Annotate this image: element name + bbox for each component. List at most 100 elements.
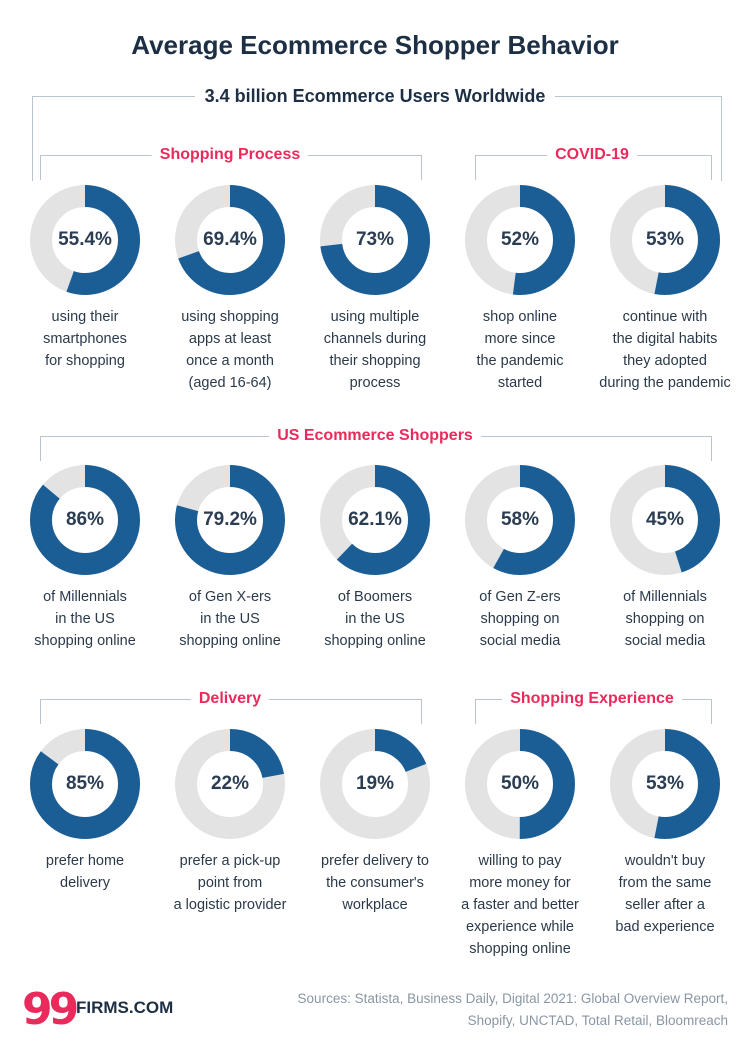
donut-svg	[465, 465, 575, 575]
description-line: shopping online	[469, 941, 571, 957]
donut-chart: 85%	[30, 729, 140, 839]
donut-chart: 62.1%	[320, 465, 430, 575]
page-title: Average Ecommerce Shopper Behavior	[131, 30, 619, 60]
description-line: a logistic provider	[173, 897, 287, 913]
sources-line-1: Sources: Statista, Business Daily, Digit…	[297, 991, 728, 1006]
donut-description: of Gen X-ers in the US shopping online	[155, 586, 305, 652]
donut-value-label: 73%	[355, 229, 395, 250]
donut-description: using multiple channels during their shopp…	[300, 306, 450, 394]
description-line: the digital habits	[612, 331, 718, 347]
description-line: wouldn't buy	[624, 853, 706, 869]
section-experience: Shopping Experience	[502, 690, 682, 708]
description-line: for shopping	[45, 353, 125, 369]
description-line: their shopping	[329, 353, 421, 369]
sources: Sources: Statista, Business Daily, Digit…	[208, 988, 728, 1032]
logo-text: FIRMS.COM	[76, 998, 174, 1017]
donut-description: prefer delivery to the consumer's workplac…	[300, 850, 450, 916]
donut-value-arc	[30, 465, 140, 575]
donut-svg	[610, 729, 720, 839]
donut-value-arc	[610, 729, 720, 839]
donut-svg	[175, 729, 285, 839]
donut-value-label: 85%	[65, 773, 105, 794]
donut-chart: 53%	[610, 185, 720, 295]
description-line: of Millennials	[43, 589, 127, 605]
description-line: point from	[197, 875, 263, 891]
donut-value-arc	[465, 729, 575, 839]
description-line: from the same	[618, 875, 712, 891]
description-line: willing to pay	[478, 853, 562, 869]
donut-description: shop online more since the pandemic started	[445, 306, 595, 394]
donut-svg	[320, 465, 430, 575]
description-line: using their	[51, 309, 119, 325]
subtitle-text: 3.4 billion Ecommerce Users Worldwide	[194, 86, 556, 106]
donut-chart: 22%	[175, 729, 285, 839]
donut-chart: 52%	[465, 185, 575, 295]
section-covid: COVID-19	[547, 146, 637, 164]
description-line: they adopted	[623, 353, 707, 369]
donut-value-label: 69.4%	[203, 229, 257, 250]
description-line: the consumer's	[326, 875, 424, 891]
donut-chart: 45%	[610, 465, 720, 575]
donut-description: wouldn't buy from the same seller after a b…	[590, 850, 740, 938]
donut-chart: 55.4%	[30, 185, 140, 295]
donut-value-label: 19%	[355, 773, 395, 794]
donut-value-arc	[30, 729, 140, 839]
description-line: the pandemic	[476, 353, 564, 369]
description-line: (aged 16-64)	[188, 375, 272, 391]
donut-svg	[465, 185, 575, 295]
donut-value-arc	[320, 185, 430, 295]
donut-value-label: 58%	[500, 509, 540, 530]
description-line: seller after a	[625, 897, 705, 913]
description-line: of Gen Z-ers	[479, 589, 561, 605]
donut-chart: 50%	[465, 729, 575, 839]
description-line: smartphones	[43, 331, 127, 347]
description-line: using multiple	[330, 309, 420, 325]
donut-value-arc	[320, 465, 430, 575]
section-us-shoppers: US Ecommerce Shoppers	[269, 427, 481, 445]
donut-chart: 86%	[30, 465, 140, 575]
donut-value-label: 55.4%	[58, 229, 112, 250]
description-line: prefer delivery to	[321, 853, 429, 869]
donut-svg	[30, 729, 140, 839]
description-line: in the US	[345, 611, 405, 627]
donut-description: continue with the digital habits they adop…	[590, 306, 740, 394]
donut-value-label: 45%	[645, 509, 685, 530]
donut-description: of Millennials in the US shopping online	[10, 586, 160, 652]
donut-chart: 19%	[320, 729, 430, 839]
donut-value-arc	[610, 465, 720, 575]
logo-number: 99	[22, 984, 79, 1035]
description-line: apps at least	[188, 331, 272, 347]
description-line: continue with	[622, 309, 708, 325]
donut-value-label: 53%	[645, 773, 685, 794]
donut-description: of Gen Z-ers shopping on social media	[445, 586, 595, 652]
description-line: shopping on	[480, 611, 560, 627]
donut-svg	[465, 729, 575, 839]
donut-value-arc	[30, 185, 140, 295]
donut-description: using shopping apps at least once a month (…	[155, 306, 305, 394]
donut-value-label: 52%	[500, 229, 540, 250]
donut-svg	[30, 465, 140, 575]
donut-svg	[320, 185, 430, 295]
section-shopping-process: Shopping Process	[151, 146, 309, 164]
donut-value-arc	[175, 729, 285, 839]
donut-value-label: 86%	[65, 509, 105, 530]
description-line: workplace	[342, 897, 408, 913]
description-line: prefer home	[45, 853, 125, 869]
description-line: more money for	[469, 875, 571, 891]
section-delivery: Delivery	[190, 690, 270, 708]
description-line: shopping online	[34, 633, 136, 649]
donut-description: prefer home delivery	[10, 850, 160, 894]
donut-value-label: 53%	[645, 229, 685, 250]
description-line: in the US	[200, 611, 260, 627]
description-line: during the pandemic	[599, 375, 731, 391]
description-line: using shopping	[181, 309, 279, 325]
description-line: social media	[624, 633, 706, 649]
donut-svg	[610, 185, 720, 295]
donut-svg	[175, 465, 285, 575]
description-line: experience while	[465, 919, 574, 935]
donut-svg	[320, 729, 430, 839]
donut-description: willing to pay more money for a faster and…	[445, 850, 595, 960]
donut-svg	[175, 185, 285, 295]
donut-chart: 53%	[610, 729, 720, 839]
donut-chart: 69.4%	[175, 185, 285, 295]
